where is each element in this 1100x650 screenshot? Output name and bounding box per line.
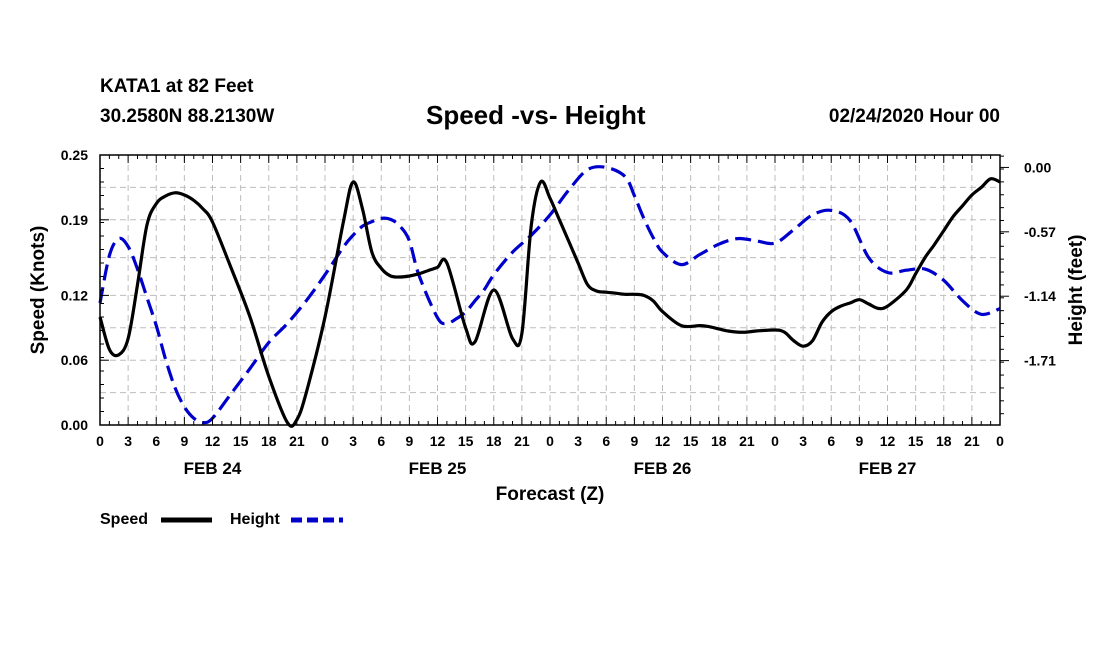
x-tick-label: 9 [630, 433, 638, 449]
height-series-line [98, 165, 1001, 425]
x-tick-label: 6 [827, 433, 835, 449]
x-tick-label: 15 [458, 433, 474, 449]
series-layer [98, 165, 1001, 428]
legend-label-speed: Speed [100, 511, 148, 528]
x-tick-label: 3 [349, 433, 357, 449]
y2-tick-label: -1.14 [1024, 288, 1056, 304]
x-tick-label: 12 [205, 433, 221, 449]
x-tick-label: 6 [152, 433, 160, 449]
day-label: FEB 24 [184, 459, 242, 478]
y-tick-label: 0.12 [61, 287, 88, 303]
x-tick-label: 9 [180, 433, 188, 449]
forecast-timestamp: 02/24/2020 Hour 00 [828, 106, 1000, 127]
x-tick-label: 0 [771, 433, 779, 449]
speed-series-line [98, 177, 1001, 428]
x-tick-label: 21 [289, 433, 305, 449]
x-tick-label: 6 [602, 433, 610, 449]
y2-axis-label: Height (feet) [1066, 235, 1087, 346]
station-coordinates: 30.2580N 88.2130W [100, 106, 275, 127]
x-tick-label: 6 [377, 433, 385, 449]
legend: Speed Height [100, 511, 343, 528]
x-tick-label: 15 [233, 433, 249, 449]
legend-label-height: Height [230, 511, 280, 528]
x-axis-label: Forecast (Z) [496, 484, 605, 505]
x-tick-label: 18 [486, 433, 502, 449]
x-tick-label: 15 [908, 433, 924, 449]
x-tick-label: 15 [683, 433, 699, 449]
x-tick-label: 21 [739, 433, 755, 449]
x-tick-label: 12 [655, 433, 671, 449]
y-axis-label: Speed (Knots) [28, 226, 49, 355]
x-tick-label: 18 [936, 433, 952, 449]
chart-title: Speed -vs- Height [426, 100, 646, 130]
y2-tick-label: -1.71 [1024, 353, 1056, 369]
x-tick-label: 3 [799, 433, 807, 449]
y-tick-label: 0.19 [61, 212, 88, 228]
y-tick-label: 0.25 [61, 147, 88, 163]
x-tick-label: 3 [124, 433, 132, 449]
x-tick-label: 0 [96, 433, 104, 449]
x-tick-label: 21 [964, 433, 980, 449]
x-tick-label: 0 [996, 433, 1004, 449]
day-label: FEB 25 [409, 459, 467, 478]
x-tick-label: 9 [855, 433, 863, 449]
day-label: FEB 26 [634, 459, 692, 478]
axis-layer: 0 3 6 9 12 15 18 21 0 3 6 9 12 15 18 21 0 3 6 9 12 15 18 21 0 3 6 9… [61, 147, 1056, 478]
y2-tick-label: 0.00 [1024, 159, 1051, 175]
x-tick-label: 3 [574, 433, 582, 449]
y-tick-label: 0.06 [61, 352, 88, 368]
x-tick-label: 0 [546, 433, 554, 449]
station-name: KATA1 at 82 Feet [100, 76, 254, 97]
x-tick-label: 18 [261, 433, 277, 449]
x-tick-label: 12 [430, 433, 446, 449]
x-tick-label: 0 [321, 433, 329, 449]
x-tick-label: 18 [711, 433, 727, 449]
day-label: FEB 27 [859, 459, 917, 478]
x-tick-label: 9 [405, 433, 413, 449]
x-tick-label: 12 [880, 433, 896, 449]
y2-tick-label: -0.57 [1024, 224, 1056, 240]
x-tick-label: 21 [514, 433, 530, 449]
y-tick-label: 0.00 [61, 417, 88, 433]
